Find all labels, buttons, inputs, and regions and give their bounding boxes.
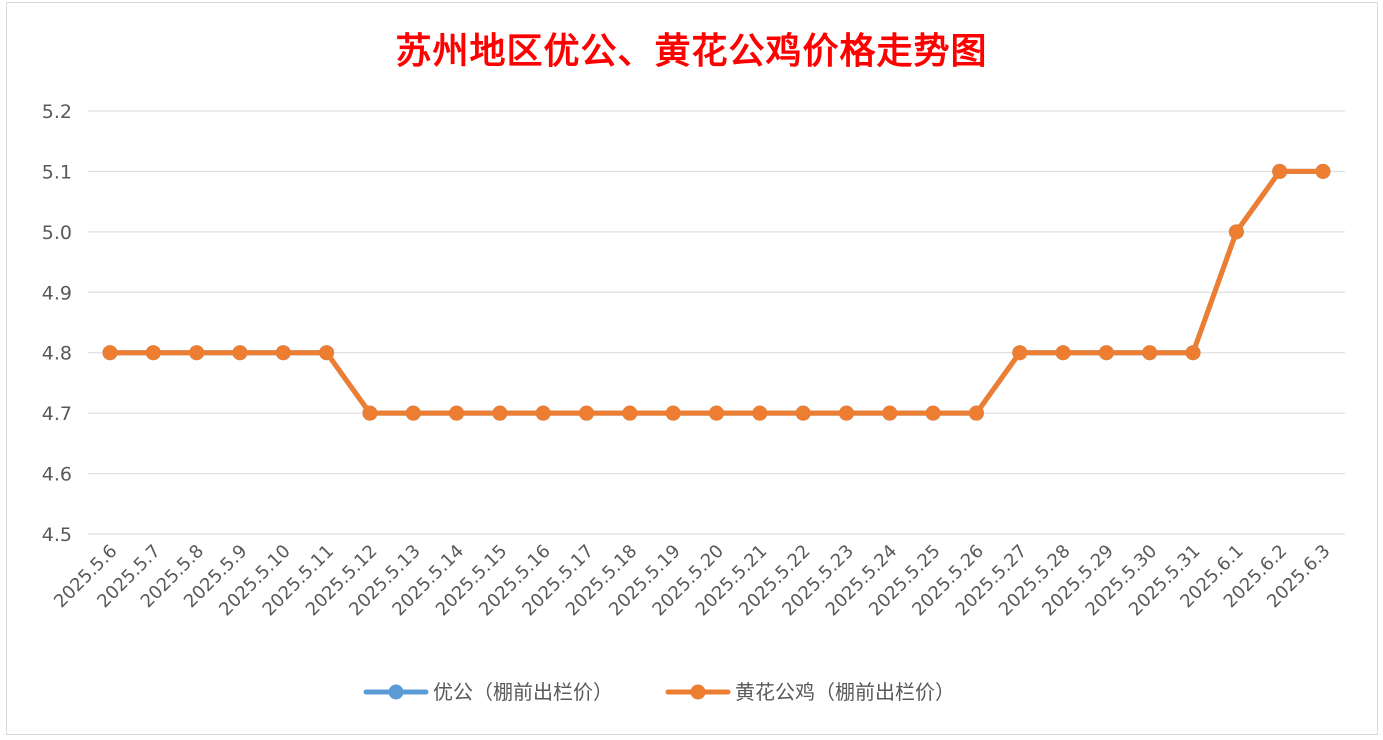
- y-tick-label: 4.8: [42, 343, 72, 365]
- data-point: [752, 405, 768, 421]
- data-point: [319, 345, 335, 361]
- y-tick-label: 4.7: [42, 403, 72, 425]
- data-point: [405, 405, 421, 421]
- y-tick-label: 4.9: [42, 282, 72, 304]
- data-point: [925, 405, 941, 421]
- data-point: [882, 405, 898, 421]
- y-tick-label: 5.0: [42, 222, 72, 244]
- series-1: [102, 163, 1331, 421]
- y-tick-label: 4.5: [42, 524, 72, 546]
- chart-frame: [6, 2, 1378, 735]
- x-axis-ticks: 2025.5.62025.5.72025.5.82025.5.92025.5.1…: [50, 541, 1335, 621]
- gridlines: [88, 110, 1345, 535]
- data-point: [189, 345, 205, 361]
- data-point: [1142, 345, 1158, 361]
- legend-item-0: 优公（棚前出栏价）: [363, 680, 613, 704]
- y-axis-ticks: 4.5 4.6 4.7 4.8 4.9 5.0 5.1 5.2: [42, 101, 72, 546]
- data-point: [535, 405, 551, 421]
- legend-marker: [690, 684, 706, 700]
- data-point: [1228, 224, 1244, 240]
- y-tick-label: 5.2: [42, 101, 72, 123]
- y-tick-label: 4.6: [42, 464, 72, 486]
- data-point: [579, 405, 595, 421]
- chart-title: 苏州地区优公、黄花公鸡价格走势图: [395, 30, 988, 72]
- data-point: [709, 405, 724, 421]
- data-point: [492, 405, 508, 421]
- data-point: [665, 405, 681, 421]
- legend-label: 优公（棚前出栏价）: [433, 680, 613, 704]
- data-point: [622, 405, 638, 421]
- data-point: [232, 345, 248, 361]
- data-point: [362, 405, 378, 421]
- data-point: [1098, 345, 1114, 361]
- legend-item-1: 黄花公鸡（棚前出栏价）: [665, 680, 955, 704]
- series-layer: [102, 163, 1331, 421]
- legend-label: 黄花公鸡（棚前出栏价）: [735, 680, 955, 704]
- data-point: [449, 405, 465, 421]
- data-point: [1272, 163, 1288, 179]
- y-tick-label: 5.1: [42, 161, 72, 183]
- legend-marker: [388, 684, 404, 700]
- data-point: [1012, 345, 1028, 361]
- data-point: [102, 345, 118, 361]
- data-point: [795, 405, 811, 421]
- data-point: [145, 345, 161, 361]
- data-point: [1315, 163, 1331, 179]
- legend: 优公（棚前出栏价） 黄花公鸡（棚前出栏价）: [363, 680, 955, 704]
- data-point: [838, 405, 854, 421]
- data-point: [275, 345, 291, 361]
- data-point: [1055, 345, 1071, 361]
- data-point: [1185, 345, 1201, 361]
- data-point: [968, 405, 984, 421]
